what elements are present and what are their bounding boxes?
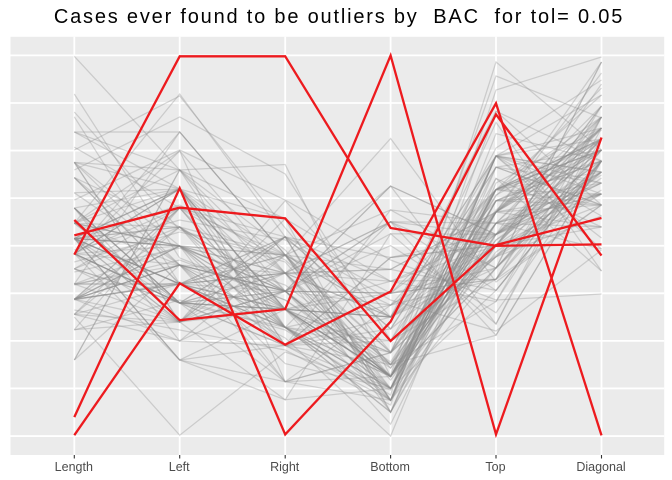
svg-text:Top: Top bbox=[485, 460, 505, 474]
svg-text:Left: Left bbox=[169, 460, 190, 474]
svg-text:Bottom: Bottom bbox=[370, 460, 410, 474]
svg-text:Cases ever found to be outlier: Cases ever found to be outliers by BAC f… bbox=[54, 6, 624, 28]
svg-text:Diagonal: Diagonal bbox=[576, 460, 625, 474]
svg-text:Right: Right bbox=[270, 460, 300, 474]
svg-text:Length: Length bbox=[55, 460, 93, 474]
